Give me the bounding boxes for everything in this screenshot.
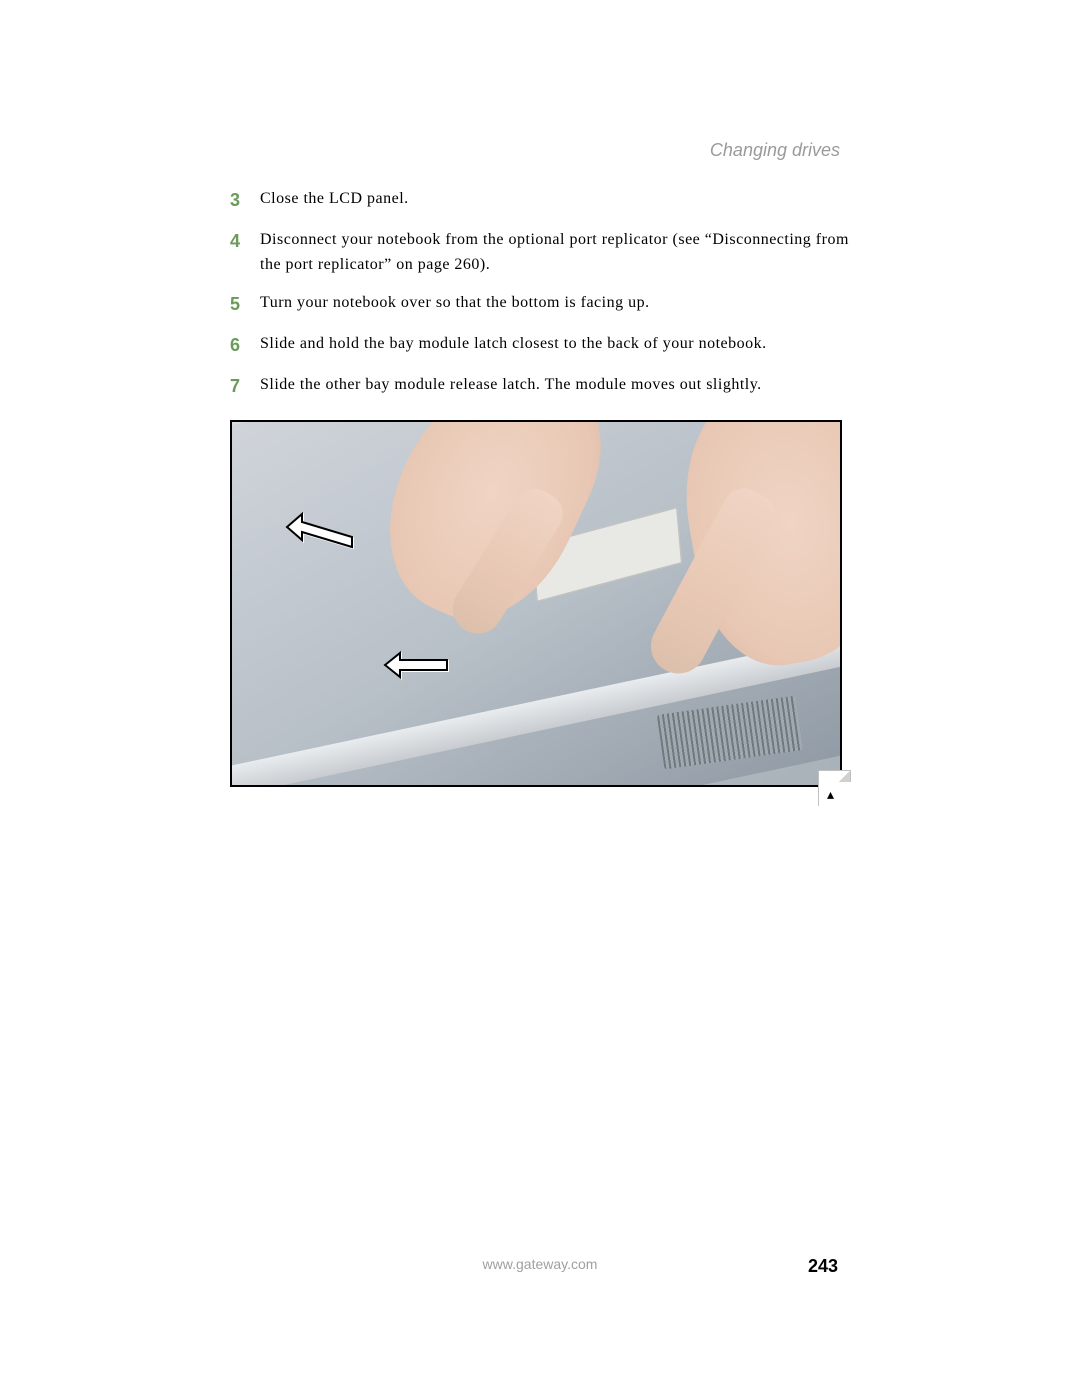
- footer-url: www.gateway.com: [483, 1256, 598, 1272]
- step-number: 6: [230, 331, 254, 360]
- step-item: 4 Disconnect your notebook from the opti…: [230, 227, 850, 278]
- step-item: 5 Turn your notebook over so that the bo…: [230, 290, 850, 319]
- step-item: 7 Slide the other bay module release lat…: [230, 372, 850, 401]
- step-item: 6 Slide and hold the bay module latch cl…: [230, 331, 850, 360]
- step-text: Slide and hold the bay module latch clos…: [260, 331, 850, 357]
- direction-arrow-icon: [282, 512, 357, 557]
- page-number: 243: [808, 1256, 838, 1277]
- step-number: 5: [230, 290, 254, 319]
- step-text: Turn your notebook over so that the bott…: [260, 290, 850, 316]
- document-page: Changing drives 3 Close the LCD panel. 4…: [0, 0, 1080, 1397]
- direction-arrow-icon: [382, 650, 452, 685]
- step-text: Disconnect your notebook from the option…: [260, 227, 850, 278]
- step-number: 3: [230, 186, 254, 215]
- steps-list: 3 Close the LCD panel. 4 Disconnect your…: [230, 186, 850, 400]
- page-turn-icon: ▴: [818, 770, 850, 806]
- section-header: Changing drives: [230, 140, 850, 161]
- step-text: Close the LCD panel.: [260, 186, 850, 212]
- step-number: 4: [230, 227, 254, 256]
- step-item: 3 Close the LCD panel.: [230, 186, 850, 215]
- instructional-figure: [230, 420, 842, 787]
- page-footer: www.gateway.com 243: [0, 1256, 1080, 1277]
- step-text: Slide the other bay module release latch…: [260, 372, 850, 398]
- step-number: 7: [230, 372, 254, 401]
